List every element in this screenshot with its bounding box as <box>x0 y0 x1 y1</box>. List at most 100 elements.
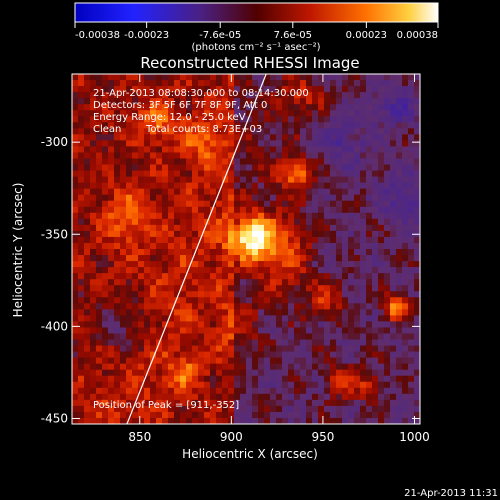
heatmap-cell <box>204 158 211 166</box>
heatmap-cell <box>330 285 337 292</box>
heatmap-cell <box>240 279 247 286</box>
heatmap-cell <box>192 200 199 208</box>
heatmap-cell <box>174 122 181 129</box>
heatmap-cell <box>90 230 97 238</box>
heatmap-cell <box>162 80 169 87</box>
heatmap-cell <box>348 285 355 292</box>
heatmap-cell <box>138 170 145 178</box>
heatmap-cell <box>300 206 307 214</box>
heatmap-cell <box>306 375 313 383</box>
heatmap-cell <box>198 104 205 111</box>
heatmap-cell <box>198 170 205 178</box>
heatmap-cell <box>276 261 283 268</box>
heatmap-cell <box>240 405 247 413</box>
heatmap-cell <box>84 297 91 304</box>
heatmap-cell <box>198 86 205 93</box>
heatmap-cell <box>330 164 337 172</box>
heatmap-cell <box>114 249 121 256</box>
heatmap-cell <box>72 267 79 274</box>
heatmap-cell <box>204 381 211 389</box>
heatmap-cell <box>282 110 289 117</box>
heatmap-cell <box>168 249 175 256</box>
heatmap-cell <box>192 230 199 238</box>
heatmap-cell <box>222 291 229 298</box>
heatmap-cell <box>180 417 187 424</box>
heatmap-cell <box>252 387 259 395</box>
heatmap-cell <box>126 417 133 424</box>
heatmap-cell <box>246 218 253 226</box>
heatmap-cell <box>252 110 259 117</box>
heatmap-cell <box>222 158 229 166</box>
heatmap-cell <box>156 321 163 329</box>
heatmap-cell <box>378 182 385 190</box>
heatmap-cell <box>198 351 205 359</box>
heatmap-cell <box>252 327 259 335</box>
heatmap-cell <box>186 249 193 256</box>
heatmap-cell <box>348 98 355 105</box>
heatmap-cell <box>186 224 193 232</box>
heatmap-cell <box>132 188 139 196</box>
heatmap-cell <box>294 309 301 316</box>
heatmap-cell <box>300 98 307 105</box>
heatmap-cell <box>168 279 175 286</box>
heatmap-cell <box>342 261 349 268</box>
heatmap-cell <box>270 273 277 280</box>
heatmap-cell <box>408 110 415 117</box>
heatmap-cell <box>168 351 175 359</box>
heatmap-cell <box>318 182 325 190</box>
heatmap-cell <box>150 158 157 166</box>
heatmap-cell <box>240 224 247 232</box>
heatmap-cell <box>114 206 121 214</box>
x-tick-label: 1000 <box>399 430 430 444</box>
heatmap-cell <box>414 375 420 383</box>
heatmap-cell <box>294 224 301 232</box>
heatmap-cell <box>282 303 289 310</box>
heatmap-cell <box>336 297 343 304</box>
annotation-total-counts: Total counts: 8.73E+03 <box>145 124 262 135</box>
heatmap-cell <box>258 267 265 274</box>
annotation-detectors: Detectors: 3F 5F 6F 7F 8F 9F, Att 0 <box>93 100 267 111</box>
heatmap-cell <box>96 242 103 250</box>
heatmap-cell <box>174 285 181 292</box>
heatmap-cell <box>96 218 103 226</box>
heatmap-cell <box>210 194 217 202</box>
heatmap-cell <box>156 387 163 395</box>
heatmap-cell <box>174 255 181 262</box>
heatmap-cell <box>72 261 79 268</box>
heatmap-cell <box>192 279 199 286</box>
heatmap-cell <box>84 279 91 286</box>
heatmap-cell <box>144 122 151 129</box>
heatmap-cell <box>174 242 181 250</box>
heatmap-cell <box>174 140 181 148</box>
heatmap-cell <box>240 327 247 335</box>
heatmap-cell <box>282 297 289 304</box>
heatmap-cell <box>234 188 241 196</box>
heatmap-cell <box>354 200 361 208</box>
heatmap-cell <box>324 333 331 341</box>
heatmap-cell <box>210 387 217 395</box>
heatmap-cell <box>306 261 313 268</box>
heatmap-cell <box>204 116 211 123</box>
heatmap-cell <box>96 369 103 377</box>
heatmap-cell <box>402 273 409 280</box>
heatmap-cell <box>132 393 139 401</box>
heatmap-cell <box>402 387 409 395</box>
heatmap-cell <box>114 164 121 172</box>
heatmap-cell <box>120 261 127 268</box>
heatmap-cell <box>144 176 151 184</box>
heatmap-cell <box>312 417 319 424</box>
heatmap-cell <box>342 86 349 93</box>
heatmap-cell <box>108 279 115 286</box>
heatmap-cell <box>180 399 187 407</box>
heatmap-cell <box>102 128 109 135</box>
heatmap-cell <box>84 345 91 353</box>
heatmap-cell <box>228 116 235 123</box>
heatmap-cell <box>276 218 283 226</box>
heatmap-cell <box>186 267 193 274</box>
heatmap-cell <box>192 110 199 117</box>
heatmap-cell <box>216 86 223 93</box>
heatmap-cell <box>222 74 229 81</box>
heatmap-cell <box>162 200 169 208</box>
heatmap-cell <box>324 182 331 190</box>
